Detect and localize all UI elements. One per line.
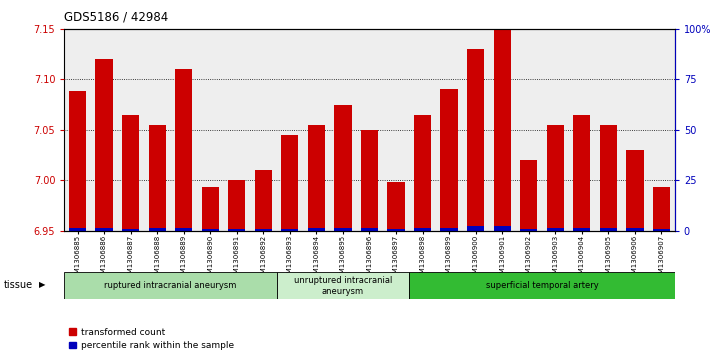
- Bar: [626, 150, 643, 231]
- Bar: [467, 226, 484, 231]
- Bar: [520, 160, 538, 231]
- Bar: [467, 49, 484, 231]
- Bar: [228, 229, 246, 231]
- Bar: [281, 135, 298, 231]
- Bar: [600, 125, 617, 231]
- Bar: [228, 180, 246, 231]
- Bar: [493, 226, 511, 231]
- Bar: [175, 69, 192, 231]
- Bar: [626, 228, 643, 231]
- Bar: [493, 29, 511, 231]
- Bar: [388, 229, 405, 231]
- Bar: [388, 182, 405, 231]
- Text: GDS5186 / 42984: GDS5186 / 42984: [64, 11, 169, 24]
- Bar: [175, 228, 192, 231]
- Bar: [276, 272, 409, 299]
- Text: superficial temporal artery: superficial temporal artery: [486, 281, 598, 290]
- Bar: [573, 228, 590, 231]
- Bar: [334, 105, 351, 231]
- Bar: [520, 229, 538, 231]
- Text: tissue: tissue: [4, 280, 33, 290]
- Bar: [441, 90, 458, 231]
- Legend: transformed count, percentile rank within the sample: transformed count, percentile rank withi…: [69, 327, 233, 350]
- Bar: [600, 228, 617, 231]
- Bar: [96, 228, 113, 231]
- Text: ▶: ▶: [39, 281, 46, 289]
- Bar: [149, 228, 166, 231]
- Bar: [64, 272, 276, 299]
- Bar: [414, 115, 431, 231]
- Bar: [547, 228, 564, 231]
- Bar: [122, 115, 139, 231]
- Bar: [149, 125, 166, 231]
- Bar: [201, 229, 219, 231]
- Bar: [653, 187, 670, 231]
- Bar: [409, 272, 675, 299]
- Bar: [361, 130, 378, 231]
- Bar: [308, 228, 325, 231]
- Text: unruptured intracranial
aneurysm: unruptured intracranial aneurysm: [293, 276, 392, 295]
- Bar: [414, 228, 431, 231]
- Bar: [255, 170, 272, 231]
- Text: ruptured intracranial aneurysm: ruptured intracranial aneurysm: [104, 281, 236, 290]
- Bar: [255, 229, 272, 231]
- Bar: [69, 228, 86, 231]
- Bar: [653, 229, 670, 231]
- Bar: [334, 228, 351, 231]
- Bar: [547, 125, 564, 231]
- Bar: [281, 229, 298, 231]
- Bar: [441, 228, 458, 231]
- Bar: [122, 229, 139, 231]
- Bar: [69, 91, 86, 231]
- Bar: [308, 125, 325, 231]
- Bar: [573, 115, 590, 231]
- Bar: [201, 187, 219, 231]
- Bar: [96, 59, 113, 231]
- Bar: [361, 228, 378, 231]
